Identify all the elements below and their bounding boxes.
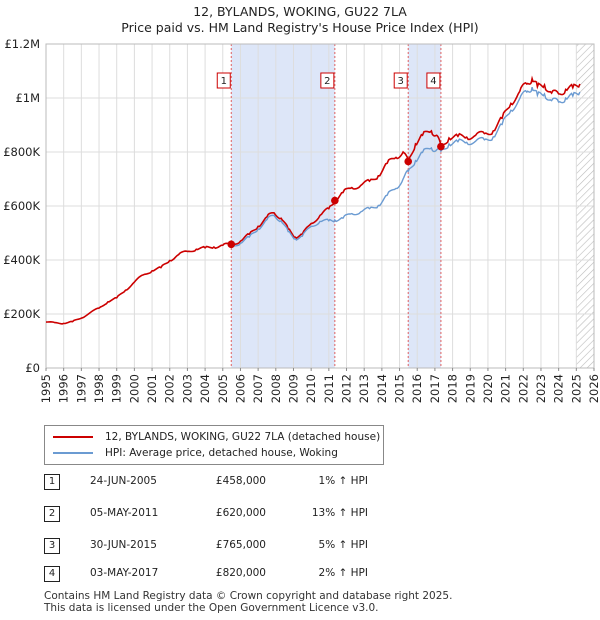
y-tick-label: £1M [15,91,40,105]
x-tick-label: 2001 [145,374,159,403]
y-tick-label: £800K [3,145,40,159]
y-tick-label: £0 [25,361,40,375]
sale-3-label-box [393,72,408,89]
footer-line-1: Contains HM Land Registry data © Crown c… [44,590,453,602]
x-tick-label: 2024 [552,374,566,403]
sale-date: 30-JUN-2015 [90,539,157,551]
sale-number-badge: 3 [44,538,60,554]
x-tick-label: 2007 [251,374,265,403]
sale-price: £620,000 [215,507,266,519]
y-tick-label: £400K [3,253,40,267]
x-tick-label: 2016 [410,374,424,403]
legend-swatch-price [53,436,93,438]
y-tick-label: £600K [3,199,40,213]
sale-date: 03-MAY-2017 [90,567,159,579]
x-tick-label: 1997 [74,374,88,403]
sale-row: 3 30-JUN-2015 £765,000 5% ↑ HPI [44,538,464,554]
plot-frame [45,43,595,369]
y-tick-label: £1.2M [4,37,40,51]
x-tick-label: 2010 [304,374,318,403]
copyright-footer: Contains HM Land Registry data © Crown c… [44,590,452,614]
sale-price: £458,000 [215,475,266,487]
x-tick-label: 2013 [357,374,371,403]
sale-2-point [331,196,339,205]
x-tick-label: 2020 [481,374,495,403]
x-tick-label: 2008 [269,374,283,403]
x-tick-label: 2017 [428,374,442,403]
x-tick-label: 2019 [463,374,477,403]
x-tick-label: 2026 [587,374,600,403]
x-tick-label: 2006 [233,374,247,403]
x-tick-label: 2003 [180,374,194,403]
sale-4-label: 4 [430,76,436,87]
chart-legend: 12, BYLANDS, WOKING, GU22 7LA (detached … [44,425,384,465]
x-tick-label: 2023 [534,374,548,403]
chart-title: 12, BYLANDS, WOKING, GU22 7LA Price paid… [0,4,600,36]
x-tick-label: 2014 [375,374,389,403]
x-tick-label: 2015 [393,374,407,403]
sale-4-point [437,142,445,151]
x-tick-label: 2025 [569,374,583,403]
x-tick-label: 2000 [127,374,141,403]
x-tick-label: 2011 [322,374,336,403]
x-tick-label: 2009 [286,374,300,403]
sale-1-label-box [216,72,231,89]
x-tick-label: 1996 [57,374,71,403]
sale-1-point [227,240,236,249]
legend-label-price: 12, BYLANDS, WOKING, GU22 7LA (detached … [105,431,381,443]
footer-line-2: This data is licensed under the Open Gov… [44,602,379,614]
legend-item-price: 12, BYLANDS, WOKING, GU22 7LA (detached … [53,429,380,445]
x-tick-label: 2012 [340,374,354,403]
sale-number-badge: 1 [44,474,60,490]
sale-price: £820,000 [215,567,266,579]
sale-row: 4 03-MAY-2017 £820,000 2% ↑ HPI [44,566,464,582]
sale-hpi-change: 2% ↑ HPI [318,567,368,579]
sale-1-label: 1 [221,76,227,87]
legend-label-hpi: HPI: Average price, detached house, Woki… [105,447,338,459]
sale-date: 24-JUN-2005 [90,475,157,487]
x-tick-label: 1999 [110,374,124,403]
x-tick-label: 2018 [446,374,460,403]
hpi-line [231,87,581,247]
x-tick-label: 2002 [163,374,177,403]
sale-3-point [404,157,413,166]
price-paid-line [46,75,581,325]
sale-hpi-change: 1% ↑ HPI [318,475,368,487]
legend-swatch-hpi [53,452,93,454]
sale-hpi-change: 13% ↑ HPI [311,507,368,519]
x-tick-label: 2021 [499,374,513,403]
sale-3-label: 3 [398,76,404,87]
sale-number-badge: 2 [44,506,60,522]
sale-date: 05-MAY-2011 [90,507,159,519]
x-tick-label: 2005 [216,374,230,403]
sale-row: 1 24-JUN-2005 £458,000 1% ↑ HPI [44,474,464,490]
chart-title-line-2: Price paid vs. HM Land Registry's House … [121,20,479,35]
x-tick-label: 1995 [39,374,53,403]
sale-row: 2 05-MAY-2011 £620,000 13% ↑ HPI [44,506,464,522]
y-tick-label: £200K [3,307,40,321]
sale-4-label-box [426,72,441,89]
sale-hpi-change: 5% ↑ HPI [318,539,368,551]
sale-2-label-box [320,72,335,89]
sale-number-badge: 4 [44,566,60,582]
chart-title-line-1: 12, BYLANDS, WOKING, GU22 7LA [193,4,407,19]
sale-price: £765,000 [215,539,266,551]
x-tick-label: 2004 [198,374,212,403]
x-tick-label: 1998 [92,374,106,403]
x-tick-label: 2022 [516,374,530,403]
sale-2-label: 2 [324,76,330,87]
legend-item-hpi: HPI: Average price, detached house, Woki… [53,445,338,461]
